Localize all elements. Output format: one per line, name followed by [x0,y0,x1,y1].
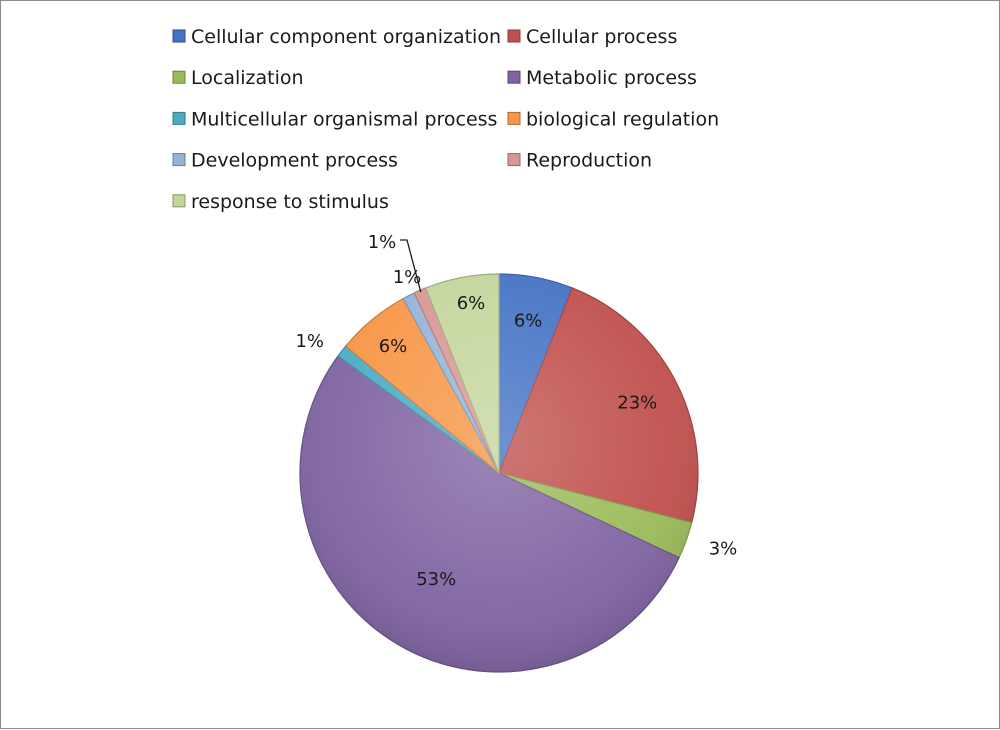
data-label-biological-regulation: 6% [379,336,408,357]
legend-swatch [507,111,521,125]
pie-slices [299,273,699,673]
legend-label: Multicellular organismal process [191,108,497,130]
data-label-localization: 3% [709,539,738,560]
legend: Cellular component organization Cellular … [172,26,719,213]
legend-item-biological-regulation: biological regulation [507,108,719,130]
legend-label: Cellular component organization [191,26,501,48]
data-label-development-process: 1% [393,267,422,288]
legend-item-cellular-process: Cellular process [507,26,677,48]
legend-swatch [172,29,186,43]
legend-item-cellular-component-organization: Cellular component organization [172,26,501,48]
legend-item-localization: Localization [172,67,304,89]
legend-label: Localization [191,67,304,89]
data-labels: 6% 23% 3% 53% 1% 6% 1% 1% 6% [295,232,737,590]
data-label-multicellular-organismal-process: 1% [295,331,324,352]
data-label-metabolic-process: 53% [416,569,456,590]
data-label-cellular-component-organization: 6% [514,311,543,332]
legend-item-multicellular-organismal-process: Multicellular organismal process [172,108,497,130]
data-label-reproduction: 1% [368,232,397,253]
legend-swatch [172,70,186,84]
legend-swatch [172,153,186,167]
legend-item-metabolic-process: Metabolic process [507,67,697,89]
legend-swatch [507,29,521,43]
legend-swatch [507,153,521,167]
legend-item-development-process: Development process [172,150,398,172]
legend-label: Cellular process [526,26,677,48]
legend-label: response to stimulus [191,191,389,213]
legend-swatch [507,70,521,84]
legend-label: Reproduction [526,150,652,172]
legend-swatch [172,194,186,208]
legend-item-response-to-stimulus: response to stimulus [172,191,389,213]
legend-label: Metabolic process [526,67,697,89]
legend-swatch [172,111,186,125]
legend-label: Development process [191,150,398,172]
data-label-cellular-process: 23% [617,393,657,414]
legend-label: biological regulation [526,108,719,130]
data-label-response-to-stimulus: 6% [457,293,486,314]
leader-line-reproduction [400,239,422,293]
legend-item-reproduction: Reproduction [507,150,652,172]
pie-shading [300,274,698,672]
